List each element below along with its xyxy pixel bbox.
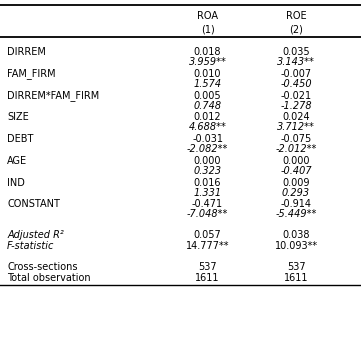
Text: -0.075: -0.075 xyxy=(280,134,312,144)
Text: -0.450: -0.450 xyxy=(280,79,312,89)
Text: -0.031: -0.031 xyxy=(192,134,223,144)
Text: AGE: AGE xyxy=(7,156,27,166)
Text: 537: 537 xyxy=(287,262,305,272)
Text: Cross-sections: Cross-sections xyxy=(7,262,78,272)
Text: 1.331: 1.331 xyxy=(193,188,222,197)
Text: -1.278: -1.278 xyxy=(280,101,312,110)
Text: 0.000: 0.000 xyxy=(282,156,310,166)
Text: ROE: ROE xyxy=(286,11,306,21)
Text: 0.038: 0.038 xyxy=(282,230,310,239)
Text: -0.914: -0.914 xyxy=(280,199,312,209)
Text: 1611: 1611 xyxy=(195,274,220,283)
Text: 0.016: 0.016 xyxy=(194,178,221,187)
Text: 0.035: 0.035 xyxy=(282,47,310,57)
Text: FAM_FIRM: FAM_FIRM xyxy=(7,68,56,79)
Text: -5.449**: -5.449** xyxy=(275,209,317,219)
Text: 0.293: 0.293 xyxy=(282,188,310,197)
Text: 0.009: 0.009 xyxy=(282,178,310,187)
Text: 10.093**: 10.093** xyxy=(274,241,318,251)
Text: -0.007: -0.007 xyxy=(280,69,312,79)
Text: 0.748: 0.748 xyxy=(193,101,222,110)
Text: 0.005: 0.005 xyxy=(194,91,221,100)
Text: 14.777**: 14.777** xyxy=(186,241,229,251)
Text: DIRREM: DIRREM xyxy=(7,47,46,57)
Text: 0.323: 0.323 xyxy=(193,166,222,176)
Text: -2.012**: -2.012** xyxy=(275,144,317,154)
Text: 0.057: 0.057 xyxy=(194,230,221,239)
Text: CONSTANT: CONSTANT xyxy=(7,199,60,209)
Text: 1.574: 1.574 xyxy=(193,79,222,89)
Text: IND: IND xyxy=(7,178,25,187)
Text: 0.010: 0.010 xyxy=(194,69,221,79)
Text: -2.082**: -2.082** xyxy=(187,144,228,154)
Text: 0.012: 0.012 xyxy=(194,112,221,122)
Text: 0.018: 0.018 xyxy=(194,47,221,57)
Text: Total observation: Total observation xyxy=(7,274,91,283)
Text: DEBT: DEBT xyxy=(7,134,34,144)
Text: 1611: 1611 xyxy=(284,274,308,283)
Text: 0.024: 0.024 xyxy=(282,112,310,122)
Text: ROA: ROA xyxy=(197,11,218,21)
Text: 3.712**: 3.712** xyxy=(277,122,315,132)
Text: -7.048**: -7.048** xyxy=(187,209,228,219)
Text: (2): (2) xyxy=(289,24,303,34)
Text: 3.959**: 3.959** xyxy=(189,57,226,67)
Text: SIZE: SIZE xyxy=(7,112,29,122)
Text: -0.407: -0.407 xyxy=(280,166,312,176)
Text: 4.688**: 4.688** xyxy=(189,122,226,132)
Text: -0.021: -0.021 xyxy=(280,91,312,100)
Text: -0.471: -0.471 xyxy=(192,199,223,209)
Text: 3.143**: 3.143** xyxy=(277,57,315,67)
Text: 537: 537 xyxy=(198,262,217,272)
Text: Adjusted R²: Adjusted R² xyxy=(7,230,64,239)
Text: DIRREM*FAM_FIRM: DIRREM*FAM_FIRM xyxy=(7,90,100,101)
Text: F-statistic: F-statistic xyxy=(7,241,55,251)
Text: 0.000: 0.000 xyxy=(194,156,221,166)
Text: (1): (1) xyxy=(201,24,214,34)
